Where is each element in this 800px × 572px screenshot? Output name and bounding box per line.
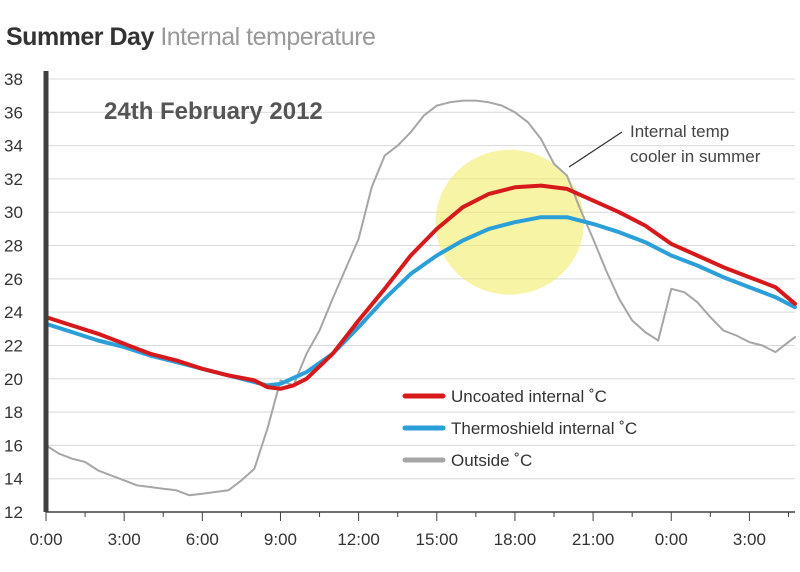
x-tick-label-9: 3:00 [733,530,766,549]
legend-label-uncoated-internal-c: Uncoated internal ˚C [451,387,607,406]
y-tick-label-12: 12 [4,503,23,522]
x-tick-label-1: 3:00 [108,530,141,549]
x-tick-label-5: 15:00 [416,530,459,549]
series-layer [44,99,797,497]
annotation-leader-line [568,131,623,168]
annotation-line-2: cooler in summer [630,147,761,166]
y-tick-label-18: 18 [4,403,23,422]
x-tick-label-3: 9:00 [264,530,297,549]
y-tick-label-38: 38 [4,70,23,89]
series-line-thermoshield-internal-c [44,215,797,388]
axis-layer: 12 14 16 18 20 22 24 26 28 30 32 34 36 38 0:00 3:00 6:00… [4,70,795,549]
x-tick-label-8: 0:00 [655,530,688,549]
annotation-line-1: Internal temp [630,122,729,141]
y-tick-label-28: 28 [4,237,23,256]
y-tick-label-30: 30 [4,203,23,222]
legend-label-outside-c: Outside ˚C [451,451,532,470]
y-tick-label-34: 34 [4,137,23,156]
y-tick-label-16: 16 [4,436,23,455]
y-tick-label-32: 32 [4,170,23,189]
x-tick-label-6: 18:00 [494,530,537,549]
chart-title: Summer Day Internal temperature [6,22,376,52]
y-tick-label-26: 26 [4,270,23,289]
label-layer: 24th February 2012 Internal temp cooler … [104,98,761,168]
chart-title-main: Summer Day [6,23,154,51]
series-line-outside-c [45,99,796,497]
date-label: 24th February 2012 [104,98,323,125]
y-tick-label-36: 36 [4,103,23,122]
y-tick-label-24: 24 [4,303,23,322]
x-tick-label-7: 21:00 [572,530,615,549]
series-line-uncoated-internal-c [44,183,797,391]
x-tick-label-0: 0:00 [29,530,62,549]
legend-label-thermoshield-internal-c: Thermoshield internal ˚C [451,419,637,438]
x-tick-label-2: 6:00 [186,530,219,549]
chart-title-sub: Internal temperature [160,23,376,51]
x-tick-label-4: 12:00 [337,530,380,549]
y-tick-label-20: 20 [4,370,23,389]
grid-layer [46,78,795,513]
legend: Uncoated internal ˚C Thermoshield interna… [402,387,637,470]
y-tick-label-14: 14 [4,470,23,489]
y-tick-label-22: 22 [4,336,23,355]
